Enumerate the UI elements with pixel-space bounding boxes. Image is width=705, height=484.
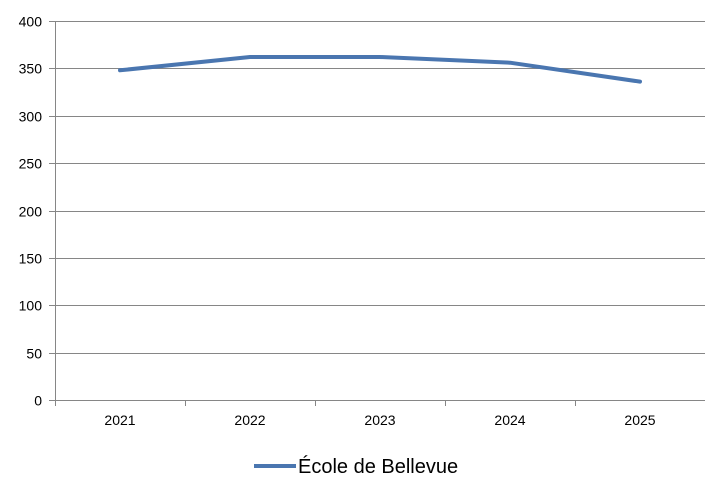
y-tick-label: 200	[19, 204, 43, 220]
y-tick-label: 300	[19, 109, 43, 125]
y-tick-label: 400	[19, 14, 43, 30]
y-tick-label: 100	[19, 298, 43, 314]
legend: École de Bellevue	[254, 455, 458, 478]
y-tick-label: 50	[26, 346, 42, 362]
x-tick-label: 2021	[104, 412, 135, 428]
x-tick-label: 2025	[624, 412, 655, 428]
gridlines	[55, 21, 705, 354]
x-tick-label: 2022	[234, 412, 265, 428]
y-tick-label: 350	[19, 61, 43, 77]
y-axis-ticks: 0 50 100 150 200 250 300 350 400	[19, 14, 55, 409]
axes	[55, 21, 705, 406]
series	[118, 55, 642, 84]
x-tick-label: 2024	[494, 412, 525, 428]
y-tick-label: 250	[19, 156, 43, 172]
y-tick-label: 0	[34, 393, 42, 409]
y-tick-label: 150	[19, 251, 43, 267]
series-line-0	[118, 55, 642, 84]
x-tick-label: 2023	[364, 412, 395, 428]
x-axis-ticks: 2021 2022 2023 2024 2025	[104, 400, 656, 428]
legend-label: École de Bellevue	[298, 455, 458, 478]
